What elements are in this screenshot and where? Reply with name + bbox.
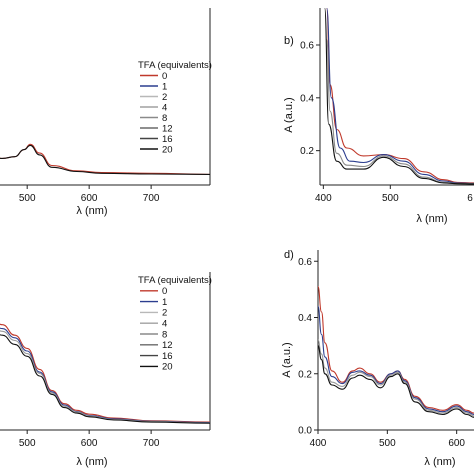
- series-line-20: [318, 345, 474, 418]
- y-tick-label: 0.6: [300, 40, 314, 51]
- x-axis-label: λ (nm): [76, 456, 107, 468]
- legend-entry: 2: [162, 92, 167, 103]
- legend-entry: 16: [162, 134, 173, 145]
- y-tick-label: 0.4: [298, 313, 312, 324]
- series-line-1: [318, 305, 474, 416]
- legend-entry: 0: [162, 286, 167, 297]
- series-line-8: [318, 339, 474, 417]
- series-line-8: [0, 330, 210, 424]
- panel-label: b): [284, 35, 294, 47]
- series-line-0: [0, 323, 210, 423]
- series-line-0: [326, 8, 474, 184]
- x-tick-label: 500: [19, 438, 36, 449]
- y-axis-label: A (a.u.): [283, 97, 295, 132]
- legend-entry: 8: [162, 113, 167, 124]
- x-tick-label: 500: [19, 193, 36, 204]
- series-line-20: [0, 144, 210, 175]
- series-line-20: [0, 334, 210, 424]
- x-tick-label: 600: [81, 193, 98, 204]
- legend-entry: 12: [162, 123, 173, 134]
- series-line-20: [324, 8, 474, 185]
- legend-entry: 8: [162, 329, 167, 340]
- legend-entry: 1: [162, 81, 167, 92]
- legend-entry: 20: [162, 362, 173, 373]
- x-tick-label: 700: [143, 193, 160, 204]
- y-axis-label: A (a.u.): [281, 342, 293, 377]
- x-axis-label: λ (nm): [76, 205, 107, 217]
- x-tick-label: 6: [467, 193, 473, 204]
- legend-entry: 20: [162, 144, 173, 155]
- legend-entry: 2: [162, 308, 167, 319]
- series-line-1: [326, 8, 474, 184]
- x-tick-label: 600: [81, 438, 98, 449]
- legend-entry: 12: [162, 340, 173, 351]
- panel-label: d): [284, 249, 294, 261]
- y-tick-label: 0.2: [300, 146, 314, 157]
- legend-entry: 4: [162, 319, 167, 330]
- series-line-1: [0, 327, 210, 424]
- x-tick-label: 700: [143, 438, 160, 449]
- series-line-0: [0, 143, 210, 175]
- legend-entry: 1: [162, 297, 167, 308]
- y-tick-label: 0.6: [298, 257, 312, 268]
- chart-panel-2: 400 500 6 0.2 0.4 0.6 λ (nm) A (a.u.) b): [283, 8, 474, 225]
- x-tick-label: 400: [315, 193, 332, 204]
- x-axis-label: λ (nm): [424, 456, 455, 468]
- y-tick-label: 0.2: [298, 369, 312, 380]
- y-tick-label: 0.4: [300, 93, 314, 104]
- chart-panel-4: 400 500 600 0.0 0.2 0.4 0.6 λ (nm) A (a.u.) d): [281, 249, 474, 468]
- series-line-0: [318, 286, 474, 414]
- legend-entry: 16: [162, 351, 173, 362]
- legend-title: TFA (equivalents): [138, 275, 212, 286]
- legend-entry: 4: [162, 102, 167, 113]
- x-tick-label: 600: [448, 438, 465, 449]
- x-tick-label: 500: [382, 193, 399, 204]
- series-line-4: [326, 39, 474, 185]
- legend-title: TFA (equivalents): [138, 60, 212, 71]
- x-tick-label: 500: [379, 438, 396, 449]
- y-tick-label: 0.0: [298, 426, 312, 437]
- x-axis-label: λ (nm): [416, 213, 447, 225]
- legend-entry: 0: [162, 71, 167, 82]
- x-tick-label: 400: [310, 438, 327, 449]
